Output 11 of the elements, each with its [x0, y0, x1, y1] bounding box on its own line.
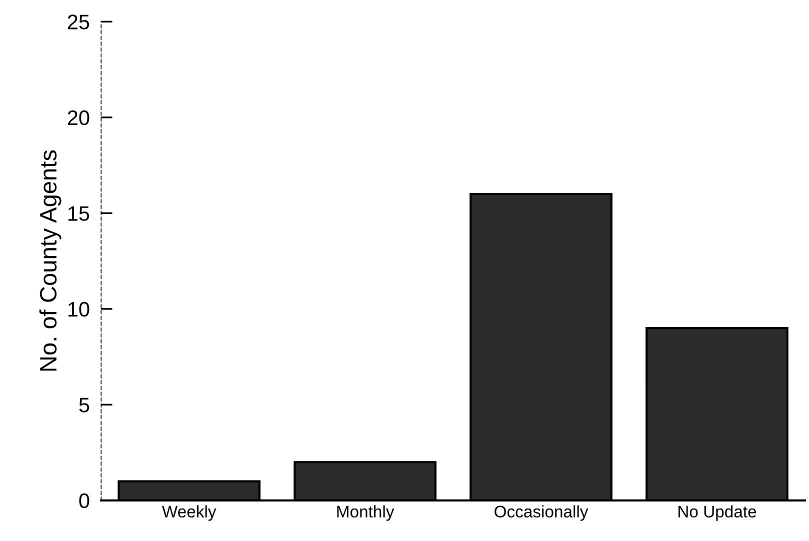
- y-tick-label: 25: [68, 14, 90, 30]
- x-tick-label: Monthly: [337, 505, 394, 521]
- y-axis-title: No. of County Agents: [39, 150, 62, 371]
- y-tick-label: 15: [68, 206, 90, 221]
- y-tick-label: 20: [68, 110, 90, 126]
- y-tick-label: 0: [79, 493, 90, 508]
- x-tick-label: Weekly: [162, 505, 216, 521]
- x-tick-label: No Update: [678, 505, 756, 521]
- x-tick-label: Occasionally: [494, 505, 588, 521]
- y-tick-label: 5: [79, 398, 90, 412]
- y-tick-label: 10: [68, 302, 90, 317]
